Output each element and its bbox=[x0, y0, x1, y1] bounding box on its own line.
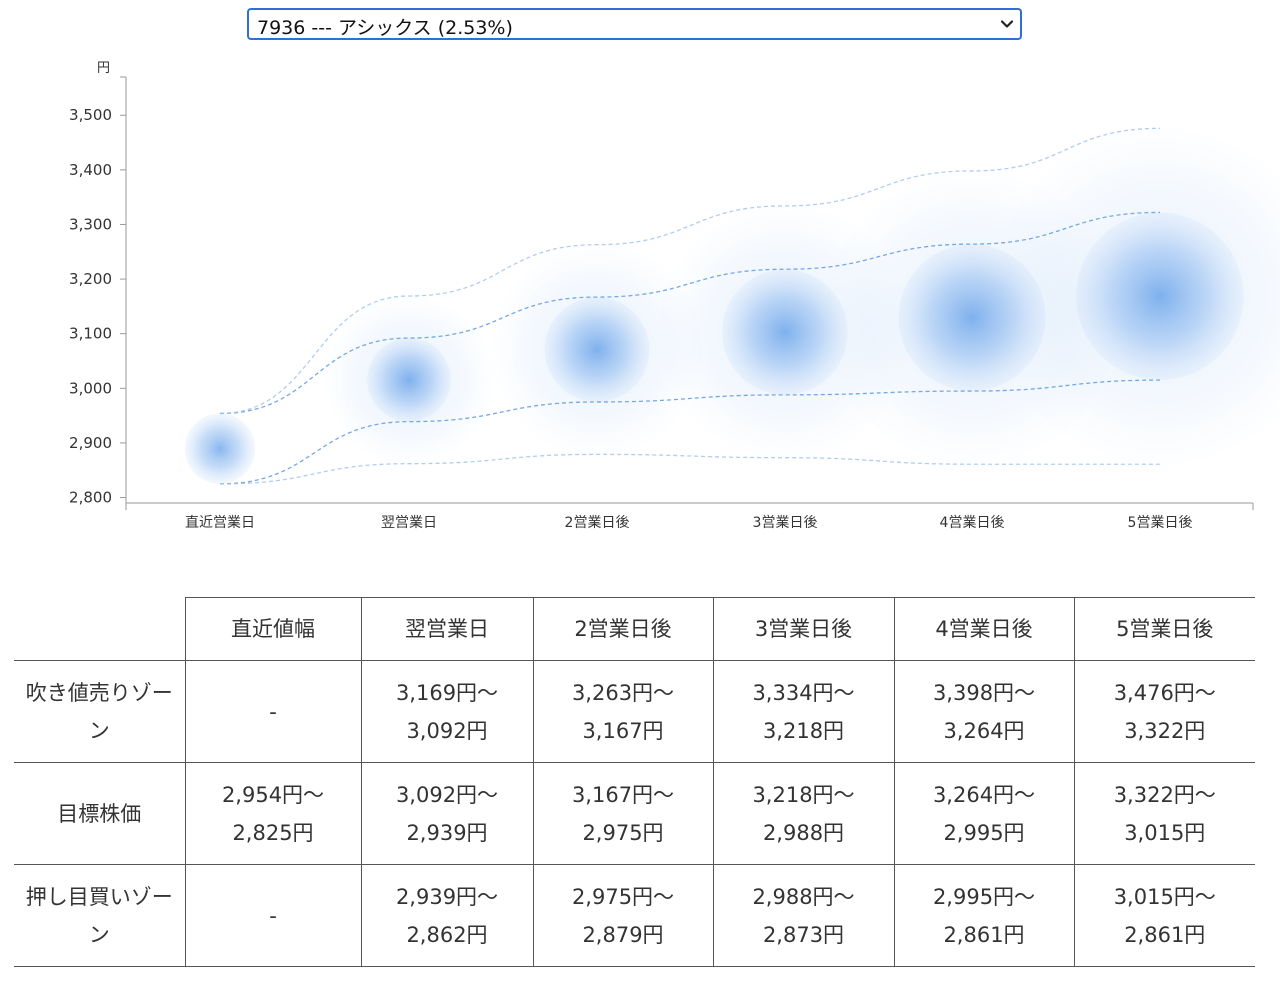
table-header-cell: 2営業日後 bbox=[532, 597, 714, 661]
cell-lower: 3,167円 bbox=[582, 718, 664, 743]
table-cell: 3,398円〜 3,264円 bbox=[893, 660, 1075, 763]
table-cell: 3,263円〜 3,167円 bbox=[532, 660, 714, 763]
cell-lower: 2,861円 bbox=[943, 922, 1025, 947]
cell-upper: - bbox=[269, 903, 277, 928]
cell-upper: 3,322円〜 bbox=[1113, 782, 1216, 807]
target-bubble bbox=[898, 244, 1046, 392]
cell-upper: 3,398円〜 bbox=[932, 680, 1036, 705]
cell-lower: 3,322円 bbox=[1124, 718, 1206, 743]
table-header-cell bbox=[14, 597, 186, 661]
cell-lower: 2,862円 bbox=[406, 922, 488, 947]
outer-high-line bbox=[219, 127, 1161, 415]
table-cell: - bbox=[184, 864, 362, 967]
cell-upper: 2,954円〜 bbox=[221, 782, 325, 807]
target-bubble bbox=[1076, 212, 1244, 381]
target-bubble bbox=[544, 297, 650, 402]
table-cell: 3,169円〜 3,092円 bbox=[360, 660, 534, 763]
table-header-cell: 3営業日後 bbox=[712, 597, 895, 661]
table-cell: 3,476円〜 3,322円 bbox=[1073, 660, 1255, 763]
cell-lower: 3,015円 bbox=[1124, 820, 1206, 845]
table-cell: 2,988円〜 2,873円 bbox=[712, 864, 895, 967]
chevron-down-icon bbox=[1000, 20, 1014, 28]
target-bubble bbox=[722, 269, 848, 395]
x-tick-label: 5営業日後 bbox=[1128, 515, 1193, 531]
table-header-cell: 5営業日後 bbox=[1073, 597, 1255, 661]
cell-lower: 3,218円 bbox=[762, 718, 845, 743]
y-tick-label: 3,100 bbox=[69, 325, 112, 343]
target-bubble bbox=[367, 338, 451, 422]
table-header-cell: 翌営業日 bbox=[360, 597, 534, 661]
cell-upper: 3,264円〜 bbox=[932, 782, 1036, 807]
x-tick-label: 2営業日後 bbox=[565, 515, 630, 531]
table-cell: 2,939円〜 2,862円 bbox=[360, 864, 534, 967]
cell-lower: 2,988円 bbox=[762, 820, 845, 845]
forecast-chart: 円 2,800 2,900 3,000 3,100 3,200 3,300 3,400 3,50… bbox=[69, 61, 1280, 531]
table-cell: - bbox=[184, 660, 362, 763]
cell-upper: 3,167円〜 bbox=[571, 782, 675, 807]
table-cell: 3,264円〜 2,995円 bbox=[893, 762, 1075, 865]
cell-lower: 2,879円 bbox=[582, 922, 664, 947]
cell-lower: 2,995円 bbox=[943, 820, 1025, 845]
table-header-row: 直近値幅 翌営業日 2営業日後 3営業日後 4営業日後 5営業日後 bbox=[14, 597, 1255, 661]
cell-upper: 3,334円〜 bbox=[752, 680, 855, 705]
cell-upper: 2,939円〜 bbox=[395, 884, 499, 909]
outer-low-line bbox=[219, 453, 1160, 485]
zones-table: 直近値幅 翌営業日 2営業日後 3営業日後 4営業日後 5営業日後 吹き値売りゾ… bbox=[14, 597, 1255, 967]
target-low-line bbox=[219, 379, 1161, 485]
cell-lower: 2,939円 bbox=[406, 820, 488, 845]
table-cell: 2,995円〜 2,861円 bbox=[893, 864, 1075, 967]
cell-upper: 2,995円〜 bbox=[932, 884, 1036, 909]
table-cell: 3,092円〜 2,939円 bbox=[360, 762, 534, 865]
x-tick-label: 直近営業日 bbox=[185, 514, 255, 531]
cell-upper: 3,218円〜 bbox=[752, 782, 855, 807]
cell-upper: 3,476円〜 bbox=[1113, 680, 1216, 705]
cell-upper: - bbox=[269, 699, 277, 724]
y-tick-label: 2,900 bbox=[69, 434, 112, 452]
cell-lower: 2,861円 bbox=[1124, 922, 1206, 947]
table-cell: 2,975円〜 2,879円 bbox=[532, 864, 714, 967]
table-cell: 3,218円〜 2,988円 bbox=[712, 762, 895, 865]
cell-upper: 3,092円〜 bbox=[395, 782, 499, 807]
cell-lower: 2,873円 bbox=[762, 922, 845, 947]
cell-upper: 3,169円〜 bbox=[395, 680, 499, 705]
table-row: 吹き値売りゾーン - 3,169円〜 3,092円 3,263円〜 3,167円 3,334… bbox=[14, 660, 1255, 763]
target-high-line bbox=[219, 211, 1161, 415]
table-header-cell: 直近値幅 bbox=[184, 597, 362, 661]
x-tick-label: 3営業日後 bbox=[753, 515, 818, 531]
table-cell: 3,334円〜 3,218円 bbox=[712, 660, 895, 763]
cell-lower: 2,825円 bbox=[232, 820, 314, 845]
table-cell: 3,015円〜 2,861円 bbox=[1073, 864, 1255, 967]
y-tick-label: 3,400 bbox=[69, 161, 112, 179]
stock-select-value: 7936 --- アシックス (2.53%) bbox=[257, 17, 513, 39]
y-tick-label: 3,300 bbox=[69, 215, 112, 233]
table-cell: 3,167円〜 2,975円 bbox=[532, 762, 714, 865]
stock-select[interactable]: 7936 --- アシックス (2.53%) bbox=[247, 8, 1022, 40]
cell-lower: 3,264円 bbox=[943, 718, 1025, 743]
cell-upper: 2,988円〜 bbox=[752, 884, 855, 909]
cell-lower: 3,092円 bbox=[406, 718, 488, 743]
x-tick-label: 翌営業日 bbox=[381, 515, 437, 531]
x-tick-label: 4営業日後 bbox=[940, 515, 1005, 531]
table-header-cell: 4営業日後 bbox=[893, 597, 1075, 661]
y-axis-unit: 円 bbox=[97, 61, 110, 76]
row-label: 押し目買いゾーン bbox=[14, 864, 186, 967]
target-bubble bbox=[184, 413, 256, 484]
table-row: 押し目買いゾーン - 2,939円〜 2,862円 2,975円〜 2,879円 2,988… bbox=[14, 864, 1255, 967]
y-tick-label: 3,200 bbox=[69, 270, 112, 288]
row-label: 吹き値売りゾーン bbox=[14, 660, 186, 763]
table-cell: 2,954円〜 2,825円 bbox=[184, 762, 362, 865]
table-cell: 3,322円〜 3,015円 bbox=[1073, 762, 1255, 865]
cell-upper: 3,015円〜 bbox=[1113, 884, 1216, 909]
y-tick-label: 3,000 bbox=[69, 379, 112, 397]
row-label: 目標株価 bbox=[14, 762, 186, 865]
table-row: 目標株価 2,954円〜 2,825円 3,092円〜 2,939円 3,167円〜 2,9… bbox=[14, 762, 1255, 865]
cell-upper: 3,263円〜 bbox=[571, 680, 675, 705]
cell-upper: 2,975円〜 bbox=[571, 884, 675, 909]
y-tick-label: 3,500 bbox=[69, 106, 112, 124]
y-tick-label: 2,800 bbox=[69, 489, 112, 507]
cell-lower: 2,975円 bbox=[582, 820, 664, 845]
